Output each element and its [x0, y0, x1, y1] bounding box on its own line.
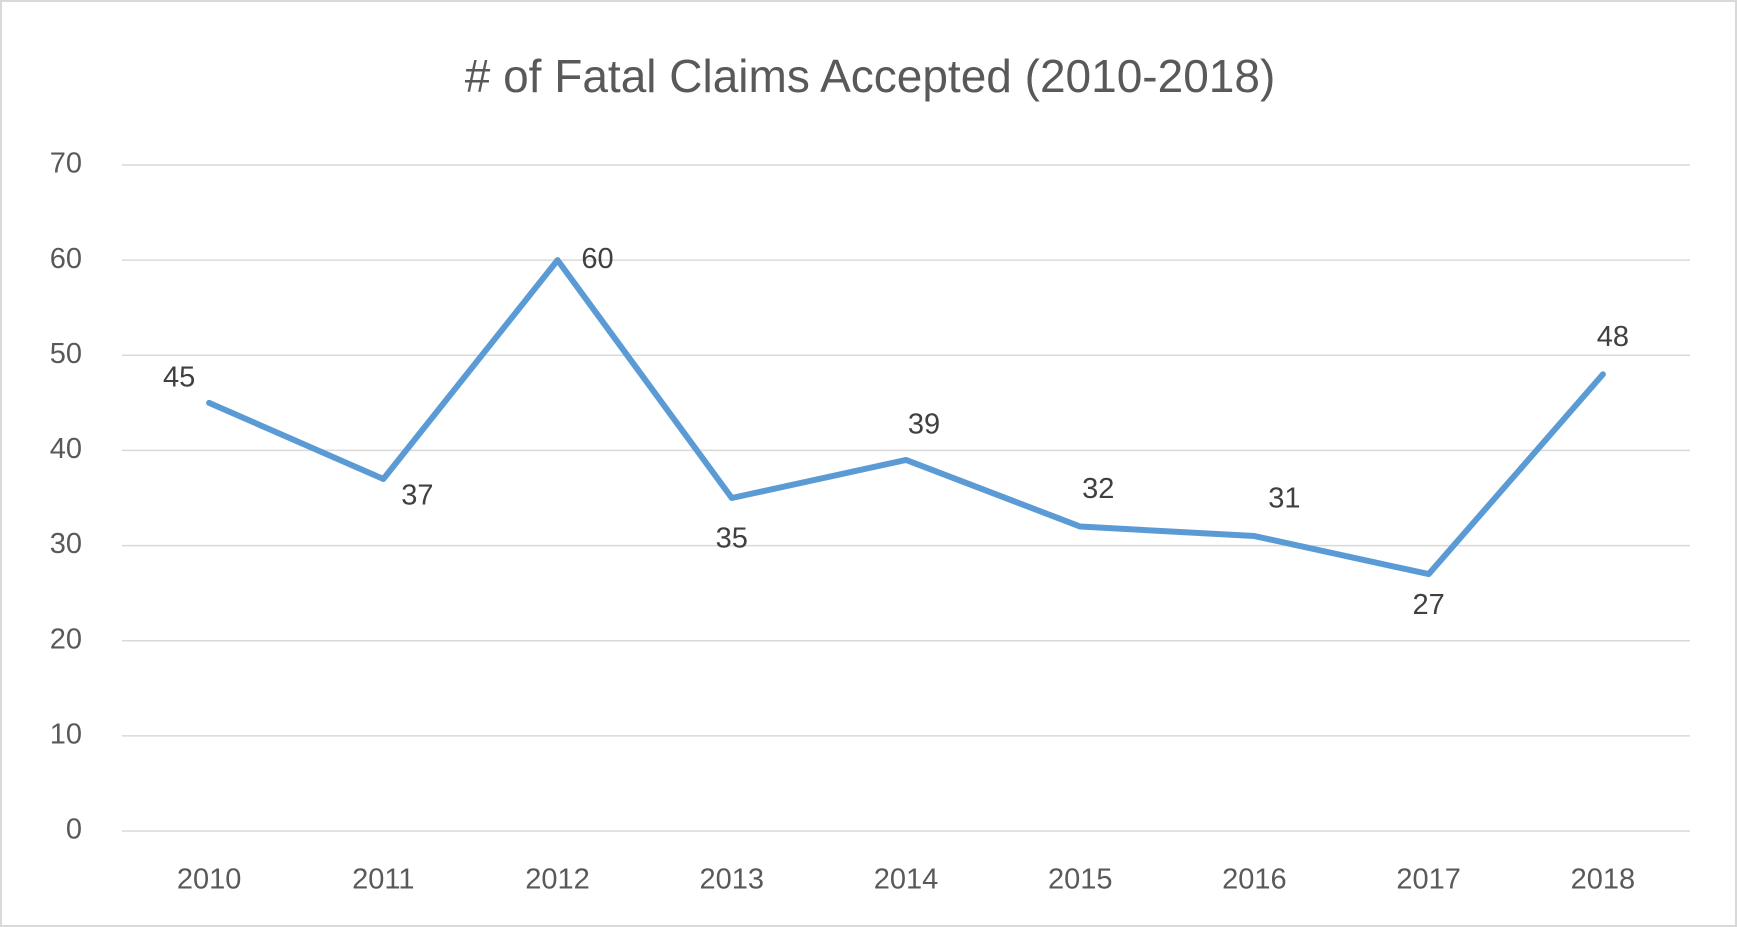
data-label: 37	[401, 480, 433, 512]
x-tick-label: 2017	[1396, 864, 1461, 896]
x-tick-label: 2016	[1222, 864, 1287, 896]
y-tick-label: 0	[66, 814, 82, 846]
x-tick-label: 2010	[177, 864, 242, 896]
data-label: 31	[1268, 483, 1300, 515]
x-tick-label: 2018	[1571, 864, 1636, 896]
y-tick-label: 30	[50, 528, 82, 560]
x-tick-label: 2011	[352, 864, 414, 896]
y-tick-label: 20	[50, 623, 82, 655]
data-label: 60	[581, 243, 613, 275]
y-tick-label: 50	[50, 338, 82, 370]
series-line	[206, 257, 1606, 578]
data-label: 48	[1597, 321, 1629, 353]
x-tick-label: 2012	[525, 864, 590, 896]
x-tick-label: 2015	[1048, 864, 1113, 896]
y-tick-label: 10	[50, 719, 82, 751]
y-tick-label: 60	[50, 243, 82, 275]
data-label: 35	[716, 523, 748, 555]
y-tick-label: 70	[50, 148, 82, 180]
data-label: 39	[908, 409, 940, 441]
x-tick-label: 2013	[700, 864, 765, 896]
y-tick-label: 40	[50, 433, 82, 465]
chart-title: # of Fatal Claims Accepted (2010-2018)	[465, 50, 1276, 102]
data-label: 27	[1413, 589, 1445, 621]
x-tick-label: 2014	[874, 864, 939, 896]
data-label: 32	[1082, 473, 1114, 505]
data-label: 45	[163, 362, 195, 394]
